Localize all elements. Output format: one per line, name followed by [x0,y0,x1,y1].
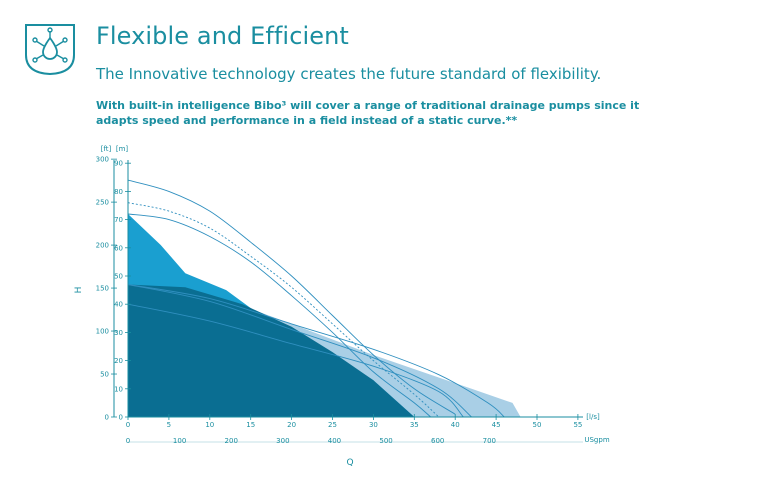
y-tick-label-ft: 200 [96,242,109,250]
water-drop-network-icon [25,24,75,76]
x-tick-label-ls: 0 [126,421,130,429]
performance-curve [127,303,464,418]
x-tick-label-ls: 5 [167,421,171,429]
x-tick-label-ls: 50 [533,421,542,429]
x-tick-label-ls: 25 [328,421,337,429]
y-tick-label-m: 80 [114,188,123,196]
performance-curve [127,213,431,418]
x-tick-label-ls: 20 [287,421,296,429]
x-unit-gpm: USgpm [584,436,609,444]
x-tick-label-ls: 30 [369,421,378,429]
x-tick-label-ls: 40 [451,421,460,429]
y-tick-label-m: 60 [114,244,123,252]
y-tick-label-m: 50 [114,273,123,281]
x-tick-label-gpm: 600 [431,437,444,445]
x-unit-ls: [l/s] [586,413,600,421]
y-tick-label-ft: 150 [96,285,109,293]
x-tick-label-gpm: 300 [276,437,289,445]
y-tick-label-m: 30 [114,329,123,337]
x-tick-label-ls: 45 [492,421,501,429]
performance-curve [127,284,472,418]
y-tick-label-m: 0 [119,414,123,422]
x-tick-label-ls: 15 [246,421,255,429]
y-tick-label-m: 10 [114,385,123,393]
page-title: Flexible and Efficient [96,22,349,50]
y-tick-label-ft: 300 [96,156,109,164]
x-tick-label-gpm: 0 [126,437,130,445]
performance-curve [127,284,505,418]
x-axis-label: Q [346,458,353,468]
y-unit-m: [m] [116,145,129,153]
x-tick-label-gpm: 500 [379,437,392,445]
x-tick-label-ls: 35 [410,421,419,429]
y-tick-label-m: 70 [114,216,123,224]
y-tick-label-ft: 250 [96,199,109,207]
page-subtitle: The Innovative technology creates the fu… [96,65,602,83]
x-tick-label-ls: 10 [205,421,214,429]
y-tick-label-m: 40 [114,301,123,309]
y-tick-label-ft: 50 [100,371,109,379]
y-tick-label-m: 90 [114,160,123,168]
operating-region-dark [128,284,415,417]
x-tick-label-gpm: 200 [225,437,238,445]
y-axis-label: H [74,287,84,294]
y-tick-label-m: 20 [114,357,123,365]
x-tick-label-ls: 55 [573,421,582,429]
x-tick-label-gpm: 100 [173,437,186,445]
x-tick-label-gpm: 400 [328,437,341,445]
y-unit-ft: [ft] [101,145,112,153]
x-tick-label-gpm: 700 [483,437,496,445]
y-tick-label-ft: 100 [96,328,109,336]
performance-curve [127,179,456,415]
description-text: With built-in intelligence Bibo³ will co… [96,99,640,127]
y-tick-label-ft: 0 [105,414,109,422]
